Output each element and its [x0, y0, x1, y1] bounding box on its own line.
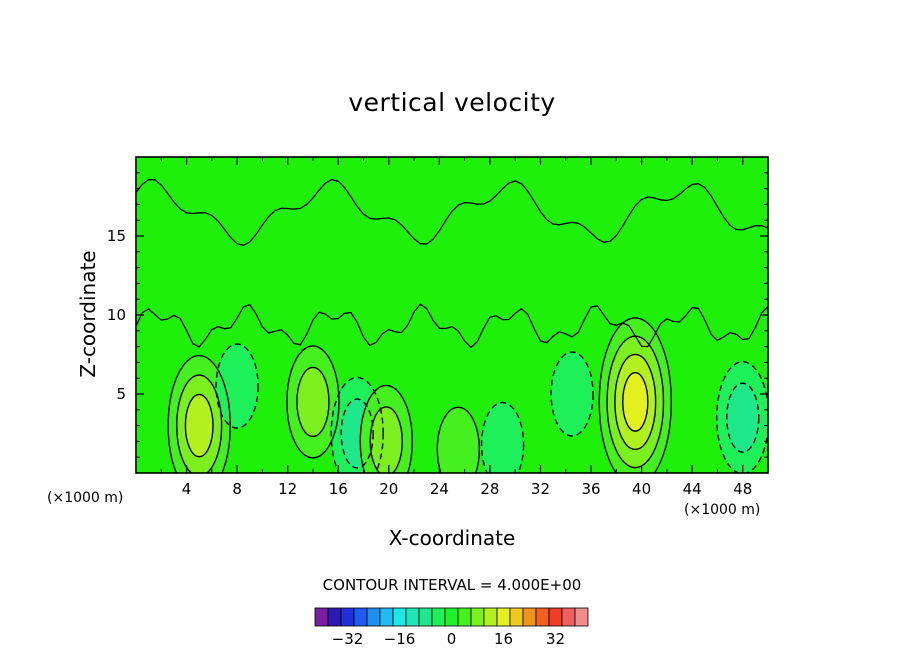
contour-line-3-2 [369, 406, 403, 473]
contour-line-4-4 [622, 371, 649, 432]
contour-fill-4-4 [622, 372, 648, 432]
contour-lines [136, 178, 768, 473]
x-tick-label: 20 [379, 480, 398, 498]
contour-line-1-1 [286, 345, 340, 459]
y-axis-label: Z-coordinate [76, 250, 100, 378]
colorbar-swatch-12 [470, 607, 485, 627]
x-tick-label: 16 [329, 480, 348, 498]
contour-line-0-2 [176, 374, 223, 473]
contour-fill-5-1 [551, 352, 594, 436]
contour-fill-9-1 [481, 402, 524, 473]
x-tick-label: 8 [232, 480, 242, 498]
contour-fill-3-2 [370, 406, 403, 473]
x-tick-label: 24 [430, 480, 449, 498]
x-tick-label: 4 [182, 480, 192, 498]
colorbar-swatch-19 [561, 607, 576, 627]
contour-line-0-1 [167, 354, 231, 473]
contour-line-3-1 [359, 384, 413, 473]
x-axis-scale-label: (×1000 m) [684, 502, 761, 518]
contour-line-9-1 [480, 401, 525, 473]
colorbar-swatch-11 [457, 607, 472, 627]
colorbar-swatch-7 [405, 607, 420, 627]
x-tick-label: 48 [733, 480, 752, 498]
colorbar-swatch-10 [444, 607, 459, 627]
contour-line-2-2 [340, 398, 374, 469]
contour-interval-label: CONTOUR INTERVAL = 4.000E+00 [322, 576, 582, 594]
colorbar-swatch-14 [496, 607, 511, 627]
contour-line-8-1 [436, 406, 481, 473]
colorbar-tick-label: 16 [494, 630, 513, 648]
contour-line-6-2 [726, 382, 760, 453]
x-axis-ticks: 4 8 12 16 20 24 28 32 36 40 44 48 [160, 157, 752, 498]
colorbar-swatch-2 [340, 607, 355, 627]
contour-line-2-1 [330, 376, 384, 473]
colorbar-swatch-1 [327, 607, 342, 627]
colorbar-swatch-20 [574, 607, 589, 627]
colorbar-tick-label: −32 [332, 630, 364, 648]
y-tick-label: 15 [107, 227, 126, 245]
y-tick-label: 5 [116, 385, 126, 403]
x-tick-label: 28 [480, 480, 499, 498]
contour-line-0-3 [184, 393, 214, 458]
contour-fill-7-1 [216, 344, 259, 429]
contour-line-4-3 [614, 353, 657, 451]
contour-fill-6-2 [726, 383, 759, 453]
colorbar-swatch-16 [522, 607, 537, 627]
contour-fills [168, 317, 768, 473]
contour-line-4-1 [598, 317, 672, 473]
colorbar-tick-label: 32 [546, 630, 565, 648]
x-tick-label: 36 [581, 480, 600, 498]
contour-fill-1-2 [296, 367, 329, 437]
x-tick-label: 44 [683, 480, 702, 498]
contour-fill-0-3 [185, 394, 213, 457]
contour-line-upper-level [136, 178, 768, 246]
x-tick-label: 32 [531, 480, 550, 498]
y-tick-label: 10 [107, 306, 126, 324]
contour-line-7-1 [215, 343, 259, 429]
colorbar: −32 −16 0 16 32 [314, 607, 589, 648]
contour-line-1-2 [296, 366, 330, 438]
colorbar-swatch-5 [379, 607, 394, 627]
chart-title: vertical velocity [348, 88, 556, 117]
contour-plot-area [136, 157, 768, 473]
contour-fill-8-1 [437, 407, 480, 473]
colorbar-swatch-9 [431, 607, 446, 627]
contour-line-5-1 [550, 351, 594, 437]
x-tick-label: 40 [632, 480, 651, 498]
colorbar-swatch-13 [483, 607, 498, 627]
colorbar-swatch-3 [353, 607, 368, 627]
colorbar-tick-label: 0 [447, 630, 457, 648]
y-axis-scale-label: (×1000 m) [47, 490, 124, 506]
colorbar-swatch-6 [392, 607, 407, 627]
colorbar-swatch-0 [314, 607, 329, 627]
colorbar-swatch-4 [366, 607, 381, 627]
colorbar-swatch-8 [418, 607, 433, 627]
x-tick-label: 12 [278, 480, 297, 498]
contour-line-mid-level [136, 303, 768, 349]
y-axis-ticks: 5 10 15 [107, 172, 768, 458]
colorbar-swatch-17 [535, 607, 550, 627]
x-axis-label: X-coordinate [388, 526, 516, 550]
contour-line-6-1 [716, 361, 768, 473]
colorbar-swatch-15 [509, 607, 524, 627]
colorbar-swatch-18 [548, 607, 563, 627]
colorbar-tick-label: −16 [384, 630, 416, 648]
